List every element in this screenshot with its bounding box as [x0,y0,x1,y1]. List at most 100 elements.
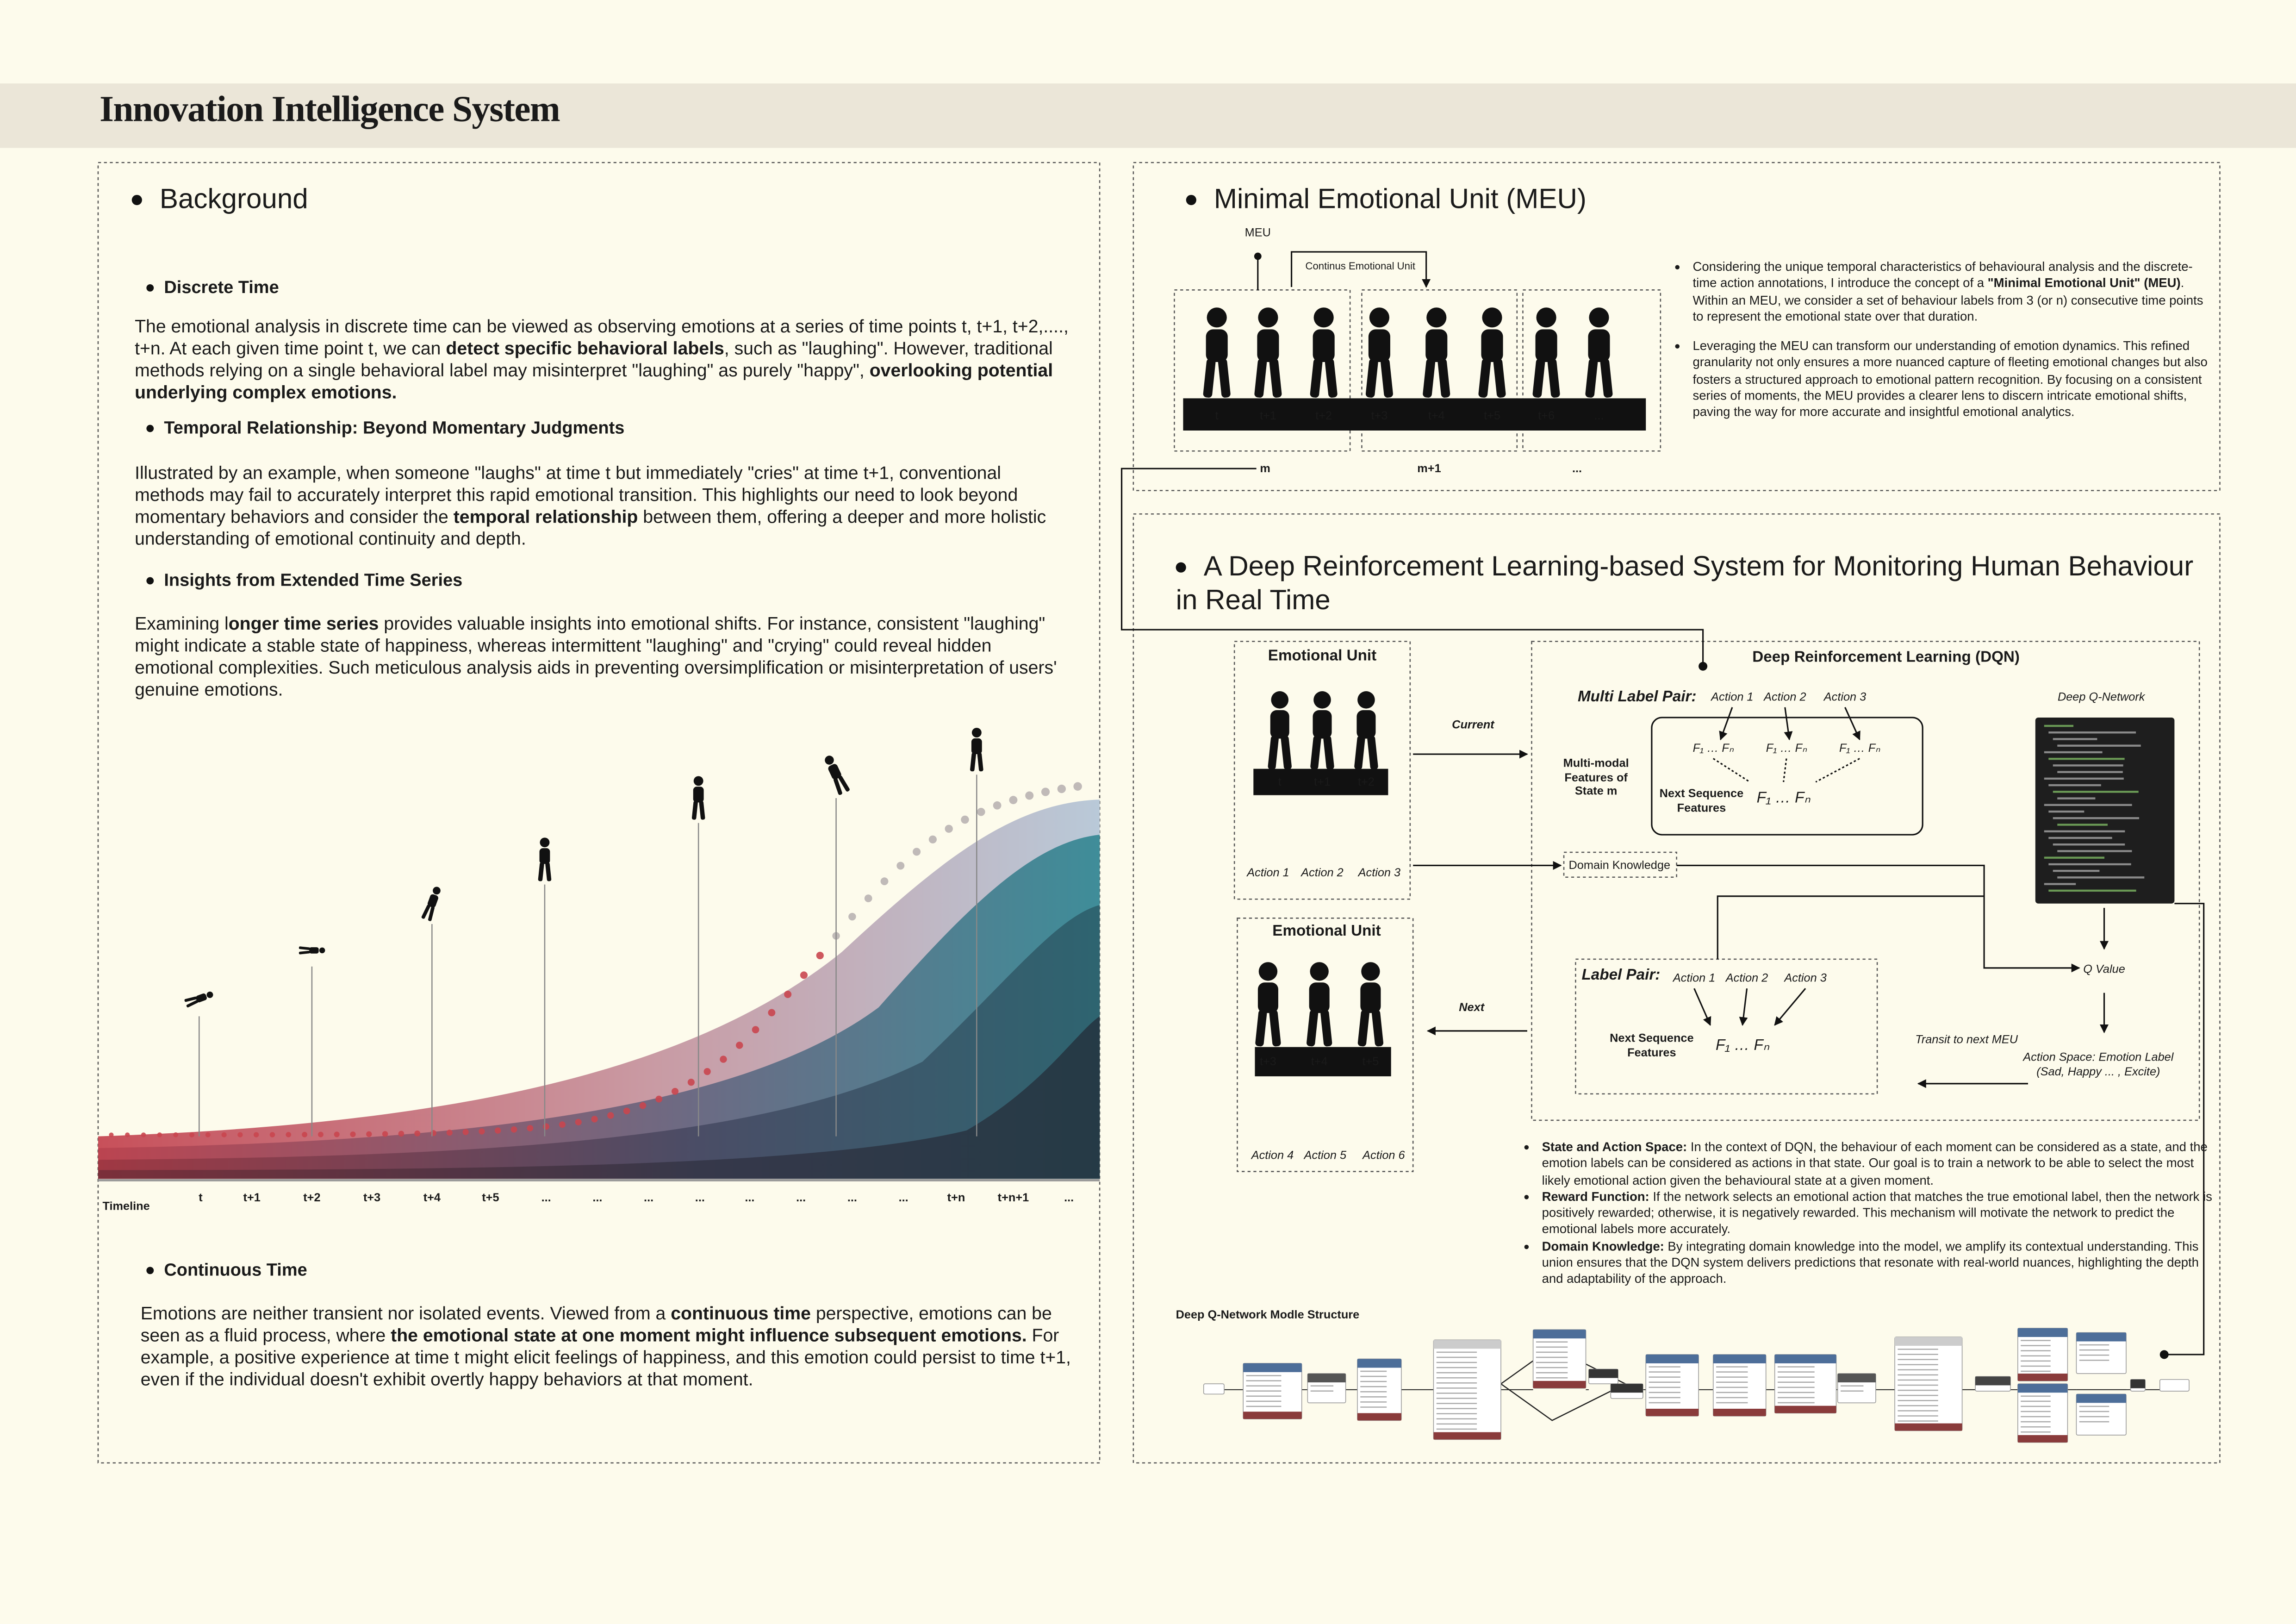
net-text [1716,1397,1748,1399]
connector-dot [2159,1350,2169,1359]
net-text [2079,1349,2109,1351]
code-line [2048,757,2125,760]
action-label: Action 1 [1673,971,1716,985]
trend-dot [607,1112,614,1119]
trend-dot [961,815,969,824]
figure-head [1357,691,1375,709]
action-label: Action 5 [1304,1149,1347,1162]
figure-head [1361,962,1380,981]
silhouettes [1203,307,1613,1047]
action-label: Action 6 [1363,1149,1405,1162]
net-layer-header [1307,1374,1346,1383]
section-heading: Minimal Emotional Unit (MEU) [1186,185,1587,217]
trend-dot [591,1116,598,1123]
code-line [2044,777,2124,780]
net-text [1777,1402,1815,1404]
net-text [1777,1392,1815,1393]
trend-dot [109,1132,114,1137]
net-text [1436,1367,1477,1368]
figure-leg [1254,358,1267,398]
text-run: If the network selects an emotional acti… [1542,1189,2212,1237]
figure-leg [699,800,705,820]
figure-leg [1218,358,1231,398]
timeline-tick: ... [695,1191,705,1205]
net-text [2021,1400,2051,1402]
label: Domain Knowledge [1568,858,1671,872]
code-line [2053,869,2100,872]
net-layer-header [2017,1328,2068,1337]
net-text [1898,1389,1938,1391]
bold-run: overlooking potential underlying complex… [135,360,1053,403]
bold-run: State and Action Space: [1542,1139,1687,1154]
subsection-heading: Discrete Time [146,277,279,299]
timeline-tick: t+n+1 [997,1191,1029,1205]
figure-leg [1381,358,1393,398]
connector-dot [1254,252,1262,260]
bullet-item: Leveraging the MEU can transform our und… [1692,338,2208,421]
net-text [1649,1371,1680,1373]
frame-label: t+1 [1259,409,1276,423]
trend-dot [816,951,824,960]
net-text [1436,1393,1477,1394]
figure-head [1258,307,1278,328]
net-text [2079,1344,2109,1346]
page-title: Innovation Intelligence System [100,90,560,130]
net-text [1436,1387,1477,1389]
net-layer-header [1357,1359,1401,1368]
figure [1310,307,1338,398]
figure-head [971,728,982,737]
net-text [2079,1421,2109,1423]
net-text [1360,1401,1387,1403]
trend-dot [382,1131,388,1137]
net-text [2021,1350,2051,1352]
trend-dot [141,1132,146,1137]
net-layer-header [1243,1363,1302,1372]
arrow-label: Next [1459,1000,1485,1014]
net-text [1777,1381,1815,1383]
frame-label: t [1215,409,1219,423]
text-run: Considering the unique temporal characte… [1692,259,2193,291]
timeline-tick: t+n [947,1191,965,1205]
net-text [2021,1360,2051,1362]
net-text [1898,1405,1938,1406]
text-run: Leveraging the MEU can transform our und… [1692,338,2208,419]
figure-leg [299,946,311,950]
figure [184,991,213,1008]
bold-run: temporal relationship [453,506,638,527]
net-layer [1203,1383,1225,1395]
text-run: By integrating domain knowledge into the… [1542,1238,2199,1287]
figure-body [196,993,207,1003]
figure-head [1536,307,1556,328]
net-text [1898,1410,1938,1412]
net-layer-footer [2017,1435,2068,1443]
net-text [1246,1405,1282,1407]
net-text [1649,1366,1680,1368]
trend-dot [366,1131,372,1137]
net-layer [1712,1354,1767,1417]
timeline-tick: ... [644,1191,654,1205]
figure-leg [1423,358,1436,398]
figure-leg [1354,736,1365,770]
trend-dot [687,1079,695,1086]
bullet-item: State and Action Space: In the context o… [1542,1139,2215,1189]
net-text [1536,1356,1568,1358]
net-text [1310,1385,1334,1387]
net-text [1898,1379,1938,1381]
trend-dot [896,862,905,870]
figure-body [1588,329,1610,362]
net-text [1436,1408,1477,1409]
figure [1423,307,1450,398]
trend-dot [880,877,889,886]
trend-dot [672,1087,679,1095]
bold-run: Reward Function: [1542,1189,1649,1204]
net-layer-header [1975,1376,2011,1386]
figure [1254,307,1282,398]
subsection-heading: Continuous Time [146,1260,307,1281]
trend-dot [479,1128,485,1135]
net-text [2021,1345,2051,1346]
text-run: The emotional analysis in discrete time … [135,316,1069,359]
feature-label: F₁ … Fₙ [1716,1037,1770,1055]
action-label: Action 4 [1251,1149,1294,1162]
frame-label: t [1278,775,1282,789]
